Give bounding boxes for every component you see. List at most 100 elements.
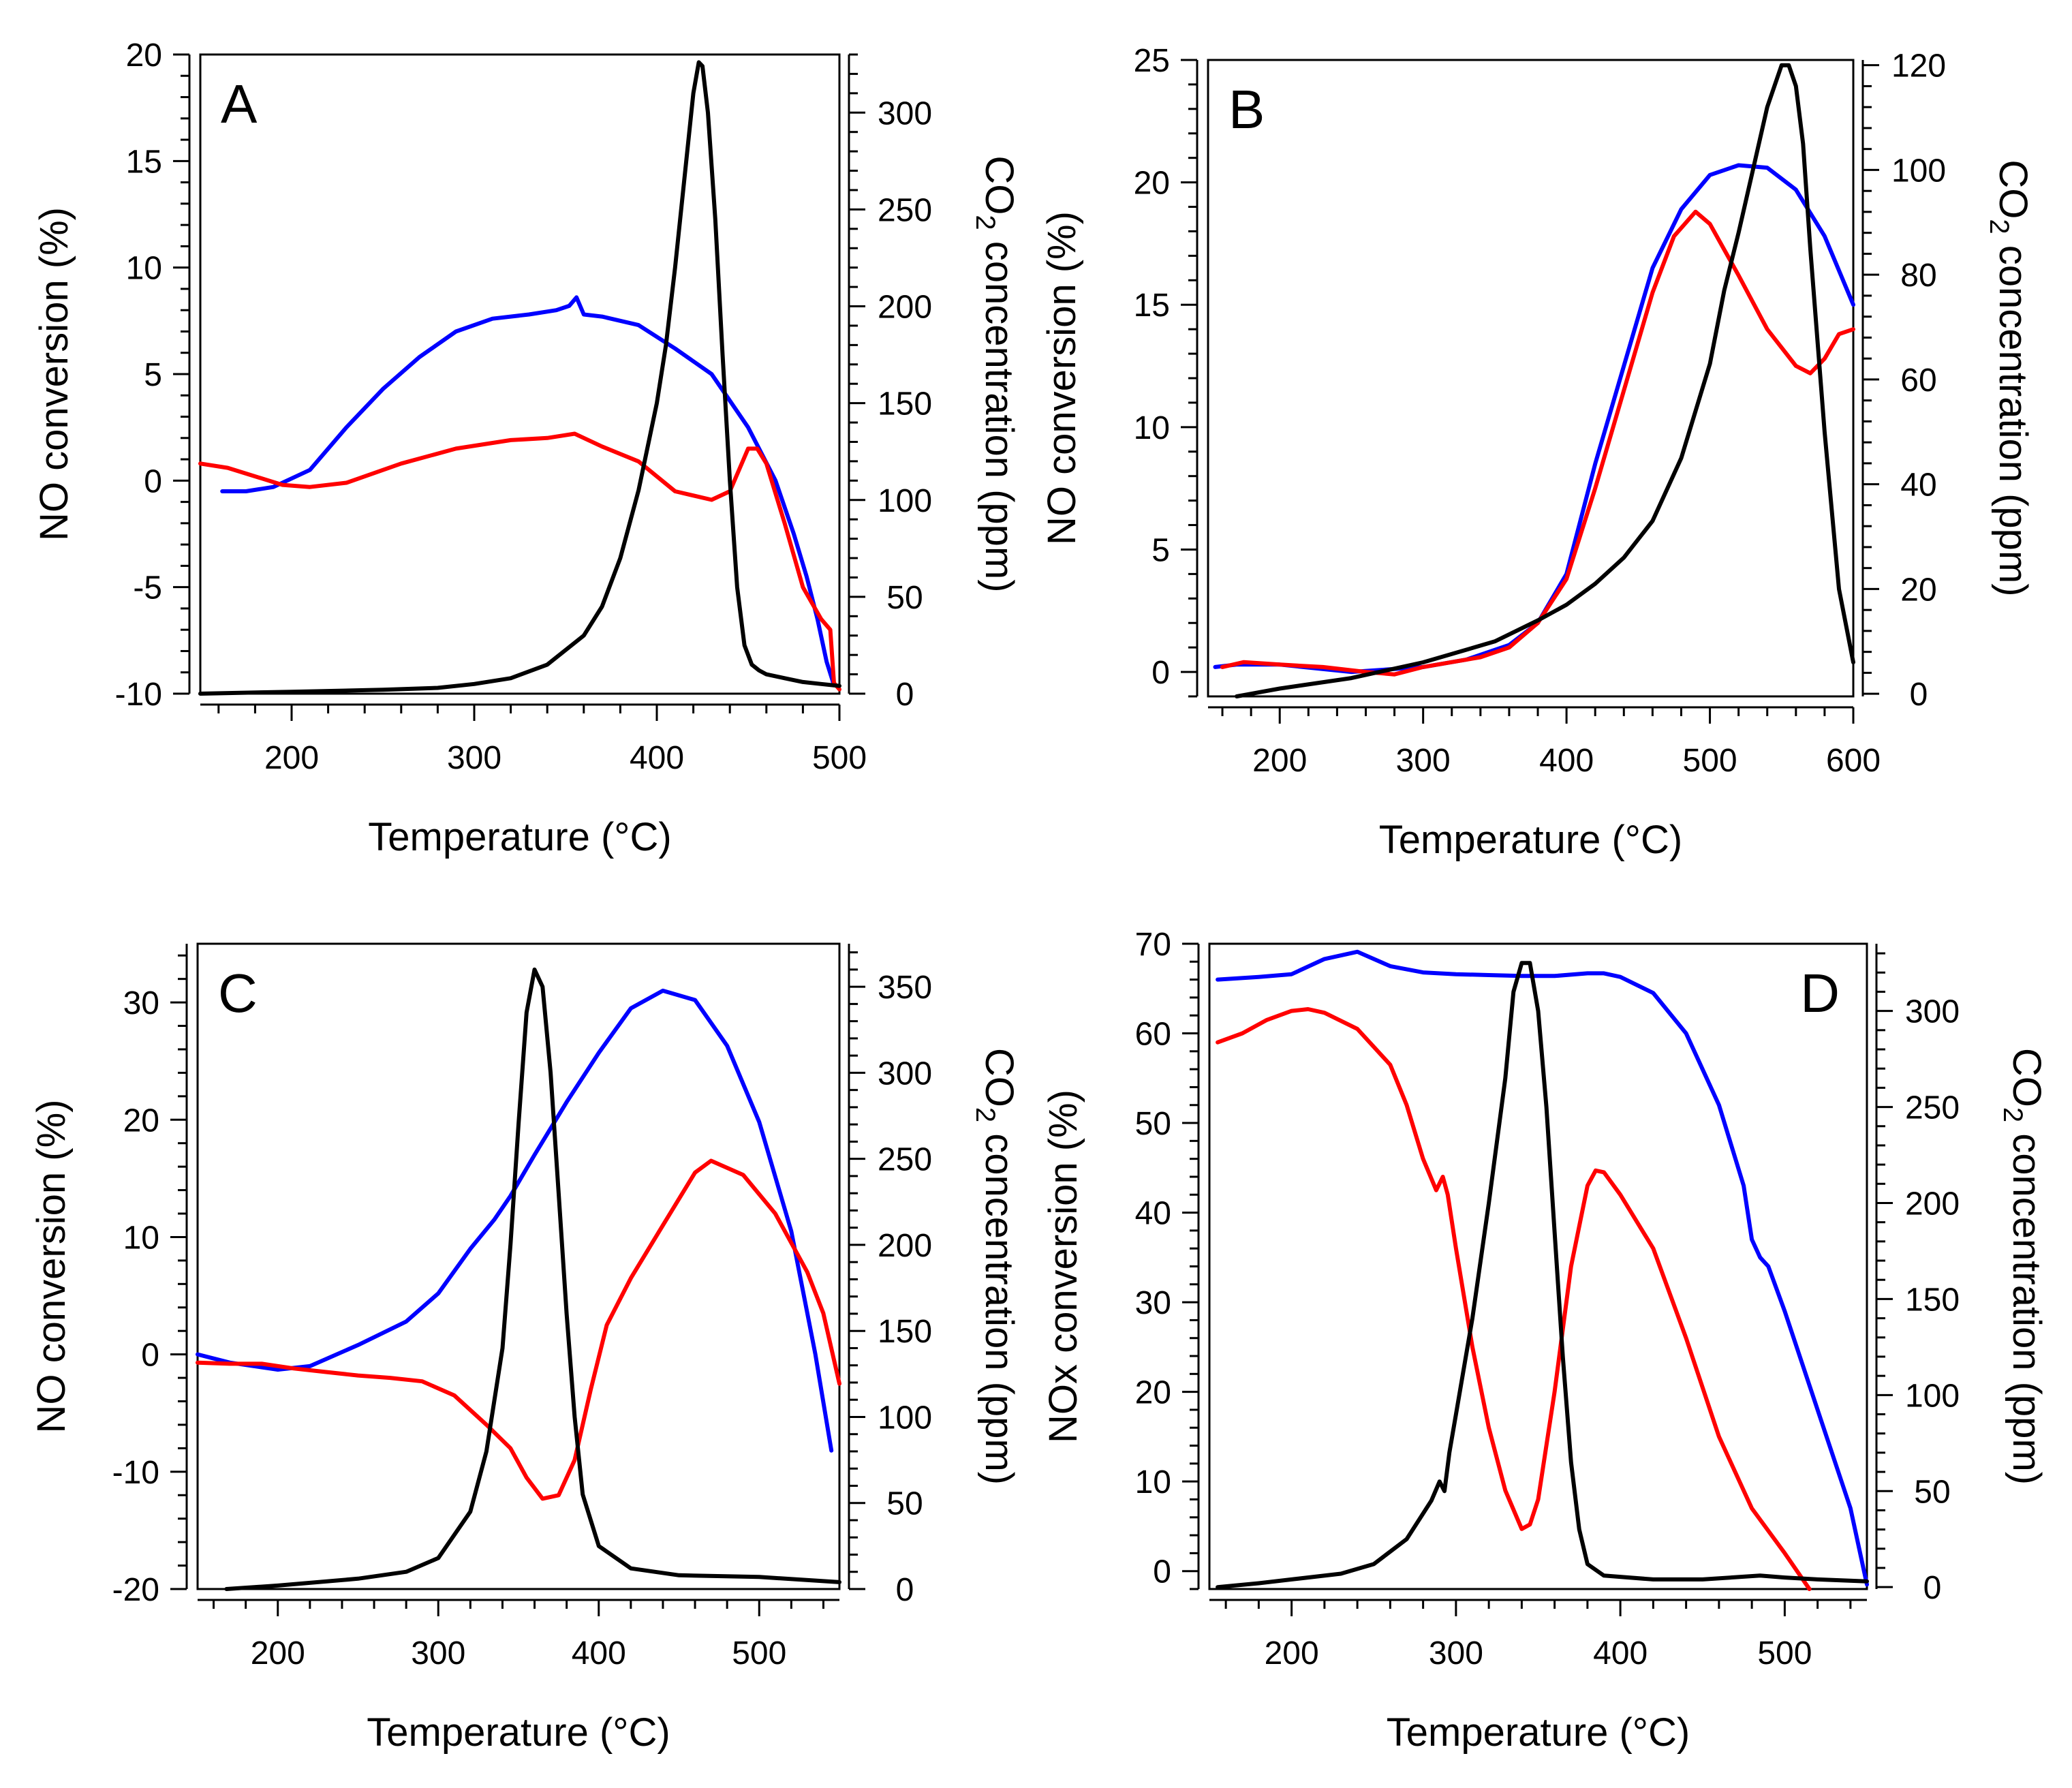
x-tick-label-c: 400 — [572, 1635, 626, 1671]
y-tick-label-b: 5 — [1151, 532, 1170, 568]
y-tick-label-d: 0 — [1153, 1554, 1171, 1590]
series-red-b — [1220, 209, 1855, 677]
y2-tick-label-c: 0 — [896, 1572, 914, 1608]
y2-tick-label-c: 300 — [878, 1055, 932, 1092]
y-tick-label-b: 15 — [1134, 288, 1170, 324]
y-tick-label-a: 5 — [144, 357, 162, 393]
y2-axis-title-d: CO2 concentration (ppm) — [1998, 1048, 2049, 1485]
series-blue-b — [1213, 163, 1855, 675]
y2-tick-label-c: 100 — [878, 1400, 932, 1436]
plot-frame-a — [199, 53, 841, 695]
y-tick-label-d: 60 — [1135, 1017, 1171, 1053]
x-tick-label-a: 400 — [630, 740, 684, 776]
y2-tick-label-c: 50 — [886, 1486, 923, 1522]
x-tick-label-a: 200 — [264, 740, 319, 776]
y2-tick-label-b: 80 — [1900, 258, 1936, 294]
series-red-a — [198, 431, 841, 692]
y-tick-label-c: 30 — [123, 985, 159, 1021]
y-tick-label-d: 40 — [1135, 1196, 1171, 1232]
y-tick-label-a: 15 — [126, 144, 162, 180]
x-tick-label-b: 600 — [1826, 743, 1881, 779]
x-tick-label-c: 200 — [251, 1635, 305, 1671]
y2-tick-label-b: 100 — [1891, 153, 1946, 189]
x-tick-label-d: 500 — [1757, 1635, 1812, 1671]
y2-tick-label-a: 0 — [896, 677, 914, 713]
x-tick-label-b: 400 — [1539, 743, 1594, 779]
panel-letter-a: A — [221, 74, 258, 134]
y-axis-title-d: NOx conversion (%) — [1041, 1090, 1085, 1443]
y2-tick-label-c: 350 — [878, 970, 932, 1006]
y2-tick-label-c: 200 — [878, 1228, 932, 1264]
y-tick-label-b: 20 — [1134, 166, 1170, 202]
panel-letter-b: B — [1228, 79, 1265, 140]
y2-tick-label-d: 300 — [1905, 994, 1960, 1030]
series-black-d — [1216, 961, 1869, 1590]
x-tick-label-d: 300 — [1429, 1635, 1483, 1671]
y-tick-label-a: -5 — [133, 570, 162, 606]
y2-tick-label-a: 50 — [886, 580, 923, 616]
x-tick-label-b: 200 — [1252, 743, 1307, 779]
y2-axis-title-c: CO2 concentration (ppm) — [970, 1048, 1021, 1485]
y2-tick-label-b: 60 — [1900, 363, 1936, 399]
x-axis-title-b: Temperature (°C) — [1379, 818, 1682, 862]
y2-tick-label-a: 150 — [878, 386, 932, 422]
series-red-c — [196, 1158, 841, 1501]
y-tick-label-c: 0 — [141, 1338, 159, 1374]
y2-tick-label-b: 40 — [1900, 467, 1936, 504]
y-tick-label-d: 30 — [1135, 1285, 1171, 1321]
y2-tick-label-a: 300 — [878, 95, 932, 132]
x-tick-label-c: 500 — [732, 1635, 786, 1671]
panel-letter-d: D — [1800, 963, 1840, 1023]
x-tick-label-a: 300 — [447, 740, 501, 776]
x-axis-title-d: Temperature (°C) — [1387, 1710, 1690, 1755]
y2-axis-title-b: CO2 concentration (ppm) — [1984, 159, 2035, 596]
y-tick-label-a: 0 — [144, 463, 162, 499]
y-tick-label-b: 10 — [1134, 410, 1170, 446]
x-tick-label-b: 300 — [1396, 743, 1451, 779]
x-tick-label-a: 500 — [812, 740, 867, 776]
plot-frame-c — [196, 942, 841, 1590]
x-axis-title-a: Temperature (°C) — [368, 815, 671, 859]
y2-tick-label-d: 0 — [1923, 1570, 1942, 1606]
series-blue-c — [196, 988, 834, 1453]
y2-tick-label-d: 250 — [1905, 1090, 1960, 1126]
x-tick-label-b: 500 — [1683, 743, 1737, 779]
series-black-c — [224, 967, 841, 1591]
y-tick-label-d: 70 — [1135, 927, 1171, 963]
plot-frame-d — [1208, 942, 1868, 1590]
y2-tick-label-d: 200 — [1905, 1186, 1960, 1222]
series-red-d — [1216, 1007, 1812, 1591]
y-tick-label-b: 25 — [1134, 43, 1170, 79]
y2-tick-label-d: 50 — [1914, 1474, 1950, 1510]
y-axis-title-b: NO conversion (%) — [1040, 211, 1084, 545]
y-tick-label-a: 10 — [126, 251, 162, 287]
y-tick-label-c: 10 — [123, 1220, 159, 1256]
y2-tick-label-d: 100 — [1905, 1378, 1960, 1414]
y-tick-label-c: 20 — [123, 1103, 159, 1139]
y-axis-title-a: NO conversion (%) — [32, 207, 76, 541]
series-blue-a — [220, 295, 836, 688]
panel-letter-c: C — [218, 963, 258, 1023]
x-axis-title-c: Temperature (°C) — [367, 1710, 670, 1755]
y2-tick-label-d: 150 — [1905, 1282, 1960, 1318]
y-tick-label-a: 20 — [126, 37, 162, 74]
x-tick-label-d: 400 — [1593, 1635, 1648, 1671]
y-axis-title-c: NO conversion (%) — [29, 1100, 74, 1434]
y-tick-label-d: 50 — [1135, 1106, 1171, 1142]
y2-tick-label-a: 250 — [878, 192, 932, 228]
y-tick-label-c: -20 — [112, 1572, 159, 1608]
y2-tick-label-c: 150 — [878, 1314, 932, 1350]
x-tick-label-c: 300 — [411, 1635, 465, 1671]
y2-tick-label-b: 20 — [1900, 572, 1936, 608]
y2-tick-label-c: 250 — [878, 1142, 932, 1178]
y2-axis-title-a: CO2 concentration (ppm) — [970, 155, 1021, 592]
y2-tick-label-a: 200 — [878, 290, 932, 326]
y-tick-label-b: 0 — [1151, 655, 1170, 691]
series-black-b — [1235, 63, 1855, 698]
y2-tick-label-b: 0 — [1910, 677, 1928, 713]
y-tick-label-d: 20 — [1135, 1375, 1171, 1411]
series-blue-d — [1216, 949, 1869, 1587]
